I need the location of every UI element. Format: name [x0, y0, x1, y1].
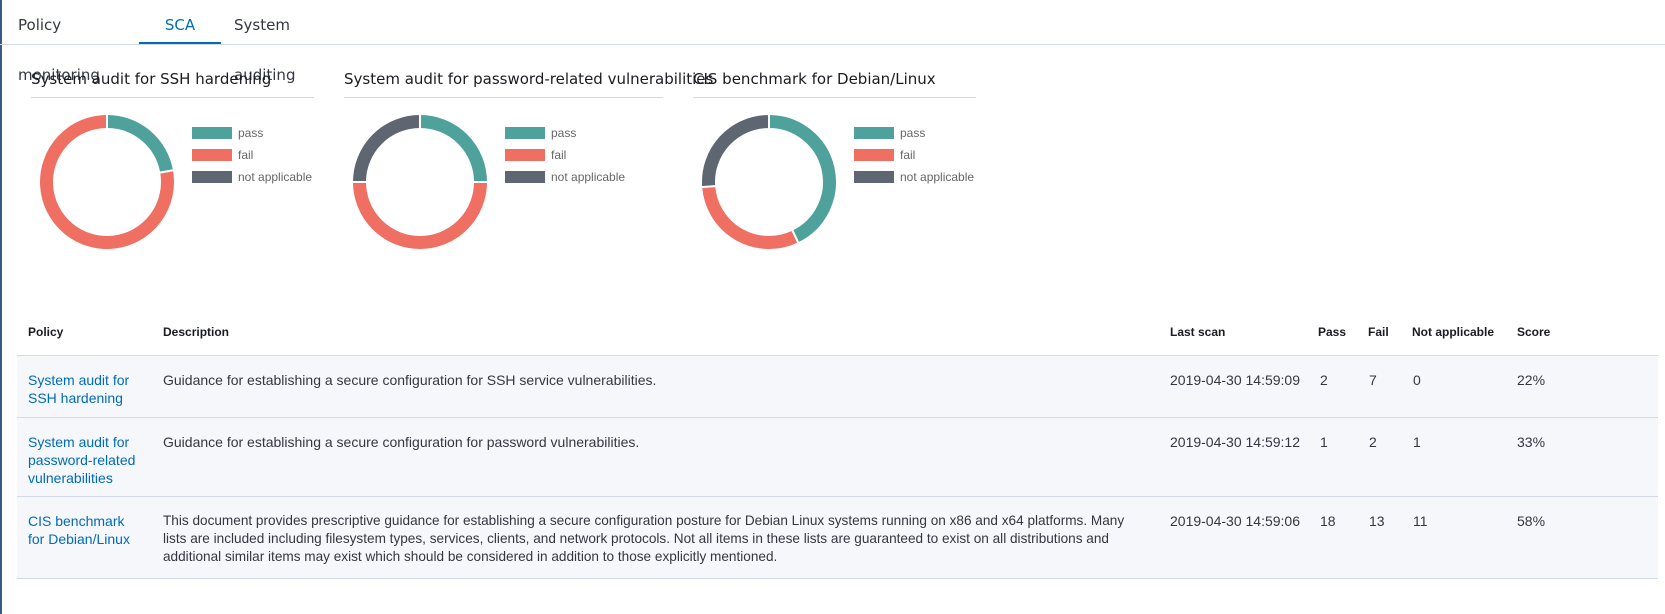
donut-chart	[350, 112, 490, 251]
slice-fail[interactable]	[38, 112, 176, 251]
chart-title: System audit for password-related vulner…	[344, 70, 713, 98]
slice-fail[interactable]	[350, 181, 490, 251]
donut-chart	[38, 112, 176, 251]
sca-policies-table: Policy Description Last scan Pass Fail N…	[17, 312, 1658, 579]
legend-label: pass	[551, 126, 577, 140]
chart-panel-password: System audit for password-related vulner…	[344, 70, 713, 251]
column-header-last-scan[interactable]: Last scan	[1170, 325, 1226, 339]
fail-count-cell: 7	[1369, 372, 1377, 388]
not-applicable-count-cell: 0	[1413, 372, 1421, 388]
legend-label: fail	[900, 148, 916, 162]
slice-pass[interactable]	[419, 112, 490, 183]
left-edge-bar	[0, 0, 2, 614]
legend-label: not applicable	[238, 170, 313, 184]
last-scan-cell: 2019-04-30 14:59:09	[1170, 372, 1300, 388]
policy-link[interactable]: System audit for password-related vulnerab…	[28, 434, 136, 486]
legend-label: pass	[900, 126, 926, 140]
chart-legend: pass fail not applicable	[192, 122, 312, 188]
policy-link[interactable]: CIS benchmark for Debian/Linux	[28, 513, 130, 547]
last-scan-cell: 2019-04-30 14:59:12	[1170, 434, 1300, 450]
tab-bar: Policy monitoring SCA System auditing	[0, 0, 1665, 84]
chart-title: CIS benchmark for Debian/Linux	[693, 70, 976, 98]
fail-count-cell: 2	[1369, 434, 1377, 450]
pass-count-cell: 2	[1320, 372, 1328, 388]
legend-item-not-applicable[interactable]: not applicable	[192, 166, 312, 188]
slice-fail[interactable]	[700, 184, 800, 251]
slice-pass[interactable]	[768, 112, 838, 245]
chart-legend: pass fail not applicable	[505, 122, 625, 188]
donut-chart	[700, 112, 838, 251]
tab-policy-monitoring[interactable]: Policy monitoring	[18, 16, 100, 84]
score-cell: 33%	[1517, 434, 1546, 450]
slice-not-applicable[interactable]	[350, 112, 421, 183]
legend-label: not applicable	[551, 170, 626, 184]
score-cell: 22%	[1517, 372, 1546, 388]
legend-item-pass[interactable]: pass	[192, 122, 312, 144]
legend-item-fail[interactable]: fail	[505, 144, 625, 166]
score-cell: 58%	[1517, 513, 1546, 529]
chart-panel-cis: CIS benchmark for Debian/Linux pass fail…	[693, 70, 976, 251]
chart-panel-ssh: System audit for SSH hardening pass fail…	[31, 70, 314, 251]
table-header: Policy Description Last scan Pass Fail N…	[17, 312, 1658, 356]
legend-label: fail	[238, 148, 254, 162]
legend-label: fail	[551, 148, 567, 162]
column-header-description[interactable]: Description	[163, 325, 230, 339]
legend-item-not-applicable[interactable]: not applicable	[854, 166, 974, 188]
legend-item-pass[interactable]: pass	[854, 122, 974, 144]
slice-pass[interactable]	[106, 112, 176, 174]
description-cell: Guidance for establishing a secure confi…	[163, 372, 657, 388]
tab-sca[interactable]: SCA	[139, 0, 221, 44]
table-row[interactable]: System audit for SSH hardening Guidance f…	[17, 356, 1658, 418]
description-cell: This document provides prescriptive guid…	[163, 513, 1125, 564]
pass-count-cell: 18	[1320, 513, 1336, 529]
fail-count-cell: 13	[1369, 513, 1385, 529]
legend-label: pass	[238, 126, 264, 140]
legend-item-pass[interactable]: pass	[505, 122, 625, 144]
column-header-fail[interactable]: Fail	[1368, 325, 1389, 339]
last-scan-cell: 2019-04-30 14:59:06	[1170, 513, 1300, 529]
legend-label: not applicable	[900, 170, 975, 184]
description-cell: Guidance for establishing a secure confi…	[163, 434, 640, 450]
slice-not-applicable[interactable]	[700, 112, 770, 189]
tab-system-auditing[interactable]: System auditing	[234, 16, 296, 84]
column-header-not-applicable[interactable]: Not applicable	[1412, 325, 1495, 339]
pass-count-cell: 1	[1320, 434, 1328, 450]
legend-item-fail[interactable]: fail	[854, 144, 974, 166]
column-header-policy[interactable]: Policy	[28, 325, 64, 339]
table-row[interactable]: System audit for password-related vulnerab…	[17, 418, 1658, 497]
legend-item-fail[interactable]: fail	[192, 144, 312, 166]
legend-item-not-applicable[interactable]: not applicable	[505, 166, 625, 188]
not-applicable-count-cell: 11	[1413, 513, 1428, 529]
column-header-score[interactable]: Score	[1517, 325, 1551, 339]
chart-title: System audit for SSH hardening	[31, 70, 314, 98]
table-row[interactable]: CIS benchmark for Debian/Linux This docum…	[17, 497, 1658, 579]
chart-legend: pass fail not applicable	[854, 122, 974, 188]
column-header-pass[interactable]: Pass	[1318, 325, 1347, 339]
not-applicable-count-cell: 1	[1413, 434, 1421, 450]
policy-link[interactable]: System audit for SSH hardening	[28, 372, 130, 406]
